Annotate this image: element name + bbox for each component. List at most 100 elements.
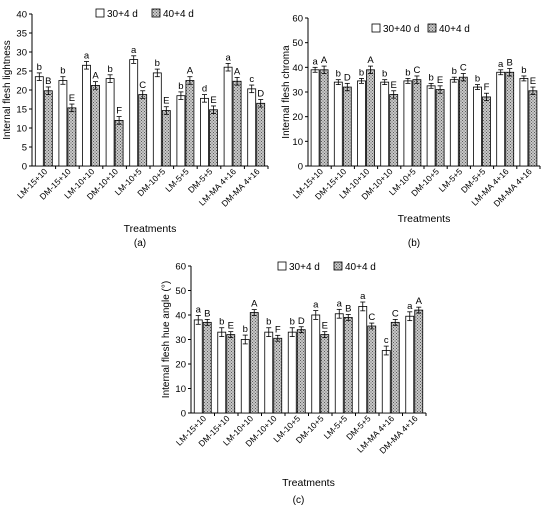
bar-series2 xyxy=(389,94,399,167)
significance-letter: F xyxy=(275,324,281,335)
y-axis-label: Internal flesh chroma xyxy=(281,45,292,139)
chart-a: 0 5 10 15 20 25 30 35 40 Internal flesh lightness… xyxy=(2,8,269,249)
legend-swatch xyxy=(333,261,343,271)
bar-series1 xyxy=(200,97,209,167)
bar-series2 xyxy=(91,85,100,167)
significance-letter: B xyxy=(45,76,51,87)
significance-letter: E xyxy=(69,93,75,104)
bar-series2 xyxy=(273,337,283,414)
bar-series1 xyxy=(217,331,227,414)
bar-series2 xyxy=(319,69,329,167)
bar-series2 xyxy=(114,120,124,167)
significance-letter: b xyxy=(521,65,526,76)
significance-letter: E xyxy=(530,76,536,87)
y-tick-label: 40 xyxy=(292,63,303,74)
y-tick-label: 25 xyxy=(16,67,27,78)
significance-letter: E xyxy=(210,95,216,106)
panel-label: (a) xyxy=(134,238,146,249)
y-tick-label: 35 xyxy=(16,29,27,40)
bar-series2 xyxy=(343,317,353,414)
significance-letter: d xyxy=(202,84,207,95)
bar-series1 xyxy=(129,59,139,167)
bar-series2 xyxy=(505,71,515,167)
bar-series2 xyxy=(161,110,171,167)
y-tick-label: 15 xyxy=(16,105,27,116)
bar-series1 xyxy=(34,76,44,167)
significance-letter: B xyxy=(507,58,513,69)
significance-letter: b xyxy=(359,67,364,78)
significance-letter: D xyxy=(344,72,351,83)
bar-series2 xyxy=(226,334,236,414)
y-tick-label: 60 xyxy=(292,14,303,25)
bar-series1 xyxy=(247,88,257,167)
bar-series2 xyxy=(296,329,306,414)
significance-letter: b xyxy=(60,66,65,77)
y-tick-label: 30 xyxy=(16,48,27,59)
significance-letter: E xyxy=(391,80,397,91)
bar-series1 xyxy=(381,350,391,414)
bar-series2 xyxy=(138,94,148,167)
y-axis-label: Internal flesh hue angle (°) xyxy=(161,281,172,398)
legend-swatch xyxy=(95,8,105,18)
bar-series1 xyxy=(105,78,115,167)
significance-letter: a xyxy=(84,51,90,62)
y-tick-label: 20 xyxy=(16,86,27,97)
bar-series2 xyxy=(43,90,53,167)
bar-series1 xyxy=(449,79,459,167)
bar-series2 xyxy=(482,96,491,167)
significance-letter: a xyxy=(498,59,504,70)
bar-series2 xyxy=(412,79,422,167)
y-tick-label: 60 xyxy=(175,262,186,273)
y-tick-label: 0 xyxy=(22,162,27,173)
significance-letter: b xyxy=(382,69,387,80)
bar-series2 xyxy=(232,80,242,167)
significance-letter: c xyxy=(384,335,389,346)
significance-letter: A xyxy=(234,66,241,77)
bar-series1 xyxy=(311,314,321,414)
significance-letter: E xyxy=(437,75,443,86)
legend-label: 40+4 d xyxy=(345,262,376,273)
significance-letter: D xyxy=(298,316,305,327)
bar-series2 xyxy=(528,90,538,167)
bar-series2 xyxy=(185,80,195,167)
bar-series1 xyxy=(334,313,344,414)
panel-label: (b) xyxy=(408,238,420,249)
bar-series2 xyxy=(367,325,377,414)
bar-series2 xyxy=(209,109,218,167)
significance-letter: A xyxy=(367,55,374,66)
significance-letter: c xyxy=(249,74,254,85)
bar-series1 xyxy=(496,71,506,167)
y-tick-label: 5 xyxy=(22,143,27,154)
legend-label: 30+40 d xyxy=(383,24,419,35)
legend-swatch xyxy=(427,23,437,33)
significance-letter: C xyxy=(460,63,467,74)
bar-series2 xyxy=(414,309,424,414)
x-axis-label: Treatments xyxy=(398,213,451,225)
bar-series1 xyxy=(82,64,91,167)
significance-letter: b xyxy=(405,67,410,78)
bar-series1 xyxy=(310,69,320,167)
bar-series1 xyxy=(152,72,162,167)
y-tick-label: 30 xyxy=(175,335,186,346)
significance-letter: C xyxy=(139,80,146,91)
y-tick-label: 20 xyxy=(175,360,186,371)
bar-series2 xyxy=(342,86,352,167)
legend-swatch xyxy=(371,23,381,33)
bar-series1 xyxy=(176,95,186,167)
legend-label: 30+4 d xyxy=(107,9,138,20)
y-tick-label: 0 xyxy=(181,409,186,420)
significance-letter: A xyxy=(321,55,328,66)
significance-letter: a xyxy=(407,301,413,312)
bar-series1 xyxy=(380,81,390,167)
bar-series1 xyxy=(240,339,250,414)
significance-letter: b xyxy=(178,81,183,92)
bar-series1 xyxy=(264,331,274,414)
bar-series1 xyxy=(193,319,203,414)
significance-letter: a xyxy=(131,45,137,56)
panel-label: (c) xyxy=(293,495,305,506)
significance-letter: b xyxy=(37,62,42,73)
bar-series1 xyxy=(519,78,529,167)
